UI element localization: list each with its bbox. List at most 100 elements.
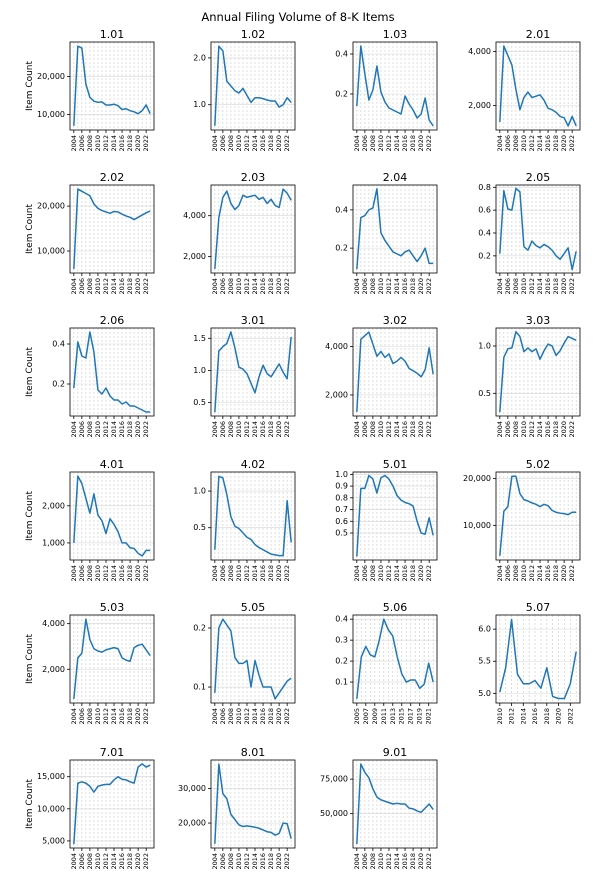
axes-frame — [352, 471, 438, 561]
x-tick-label: 2014 — [536, 135, 544, 152]
x-tick-label: 2018 — [409, 135, 417, 152]
axes-frame — [352, 759, 438, 849]
x-tick-label: 2022 — [283, 565, 291, 582]
x-tick-label: 2004 — [353, 278, 361, 295]
x-tick-label: 2012 — [385, 278, 393, 295]
x-tick-label: 2016 — [118, 421, 126, 438]
subplot-title: 2.01 — [526, 28, 551, 41]
subplot: 2.05 0.2 0.4 0.6 0.8 2004 2006 2008 2010 2012 2014… — [478, 171, 581, 295]
x-tick-label: 2022 — [142, 708, 150, 725]
y-axis-label: Item Count — [25, 203, 35, 254]
subplot-title: 5.02 — [526, 458, 551, 471]
y-tick-label: 1.0 — [193, 366, 206, 375]
data-line — [356, 188, 434, 270]
x-tick-label: 2014 — [110, 278, 118, 295]
x-tick-label: 2022 — [425, 853, 433, 870]
x-tick-label: 2004 — [70, 565, 78, 582]
x-tick-label: 2004 — [70, 708, 78, 725]
y-tick-label: 0.2 — [193, 623, 206, 632]
y-tick-label: 0.4 — [335, 615, 348, 624]
x-tick-label: 2022 — [142, 853, 150, 870]
x-tick-label: 2010 — [377, 565, 385, 582]
x-tick-label: 2010 — [520, 135, 528, 152]
subplot-title: 5.06 — [383, 601, 408, 614]
y-tick-label: 0.4 — [335, 50, 348, 59]
x-tick-label: 2022 — [283, 135, 291, 152]
x-tick-label: 2018 — [267, 421, 275, 438]
x-tick-label: 2018 — [409, 853, 417, 870]
x-tick-label: 2020 — [560, 421, 568, 438]
x-tick-label: 2008 — [86, 135, 94, 152]
x-tick-label: 2014 — [110, 853, 118, 870]
x-tick-label: 2014 — [110, 565, 118, 582]
x-tick-label: 2012 — [243, 708, 251, 725]
subplot-title: 1.03 — [383, 28, 408, 41]
x-tick-label: 2022 — [283, 421, 291, 438]
x-tick-label: 2008 — [512, 278, 520, 295]
x-tick-label: 2012 — [102, 708, 110, 725]
x-tick-label: 2018 — [552, 565, 560, 582]
y-tick-label: 1,000 — [42, 538, 65, 547]
x-tick-label: 2020 — [560, 278, 568, 295]
data-line — [73, 475, 151, 557]
x-tick-label: 2016 — [259, 135, 267, 152]
data-line — [214, 475, 292, 557]
y-tick-label: 0.1 — [335, 678, 348, 687]
x-tick-label: 2006 — [219, 853, 227, 870]
x-tick-label: 2008 — [369, 135, 377, 152]
x-tick-label: 2010 — [377, 135, 385, 152]
x-tick-label: 2022 — [142, 565, 150, 582]
x-tick-label: 2012 — [385, 421, 393, 438]
x-tick-label: 2020 — [417, 565, 425, 582]
data-line — [73, 188, 151, 269]
x-tick-label: 2020 — [560, 565, 568, 582]
x-tick-label: 2008 — [227, 853, 235, 870]
x-tick-label: 2004 — [211, 853, 219, 870]
axes-frame — [69, 184, 155, 274]
x-tick-label: 2016 — [544, 565, 552, 582]
y-tick-label: 0.8 — [478, 183, 491, 192]
x-tick-label: 2014 — [519, 708, 527, 725]
x-tick-label: 2022 — [568, 278, 576, 295]
subplot: 5.03 Item Count 2,000 4,000 2004 2006 2008 2010… — [25, 601, 155, 725]
y-tick-label: 6.0 — [478, 625, 491, 634]
x-tick-label: 2020 — [555, 708, 563, 725]
x-tick-label: 2020 — [134, 853, 142, 870]
data-line — [499, 618, 577, 700]
x-tick-label: 2014 — [393, 853, 401, 870]
subplot-title: 2.06 — [100, 314, 125, 327]
x-tick-label: 2012 — [528, 135, 536, 152]
x-tick-label: 2004 — [496, 421, 504, 438]
y-tick-label: 0.8 — [335, 493, 348, 502]
x-tick-label: 2008 — [369, 853, 377, 870]
x-tick-label: 2008 — [86, 853, 94, 870]
x-tick-label: 2020 — [134, 278, 142, 295]
subplot: 8.01 20,000 30,000 2004 2006 2008 2010 2012 2014… — [178, 746, 296, 870]
data-line — [214, 45, 292, 126]
x-tick-label: 2018 — [126, 278, 134, 295]
data-line — [356, 763, 434, 845]
subplot-title: 2.03 — [241, 171, 266, 184]
y-tick-label: 30,000 — [178, 784, 206, 793]
x-tick-label: 2022 — [425, 278, 433, 295]
x-tick-label: 2018 — [267, 565, 275, 582]
y-tick-label: 20,000 — [178, 819, 206, 828]
x-tick-label: 2012 — [102, 565, 110, 582]
x-tick-label: 2014 — [110, 708, 118, 725]
subplot-title: 9.01 — [383, 746, 408, 759]
x-tick-label: 2004 — [70, 853, 78, 870]
x-tick-label: 2022 — [566, 708, 574, 725]
y-tick-label: 1.0 — [335, 470, 348, 479]
data-line — [356, 618, 434, 699]
y-tick-label: 1.0 — [193, 100, 206, 109]
x-tick-label: 2016 — [259, 708, 267, 725]
x-tick-label: 2022 — [283, 853, 291, 870]
x-tick-label: 2014 — [110, 421, 118, 438]
x-tick-label: 2016 — [401, 565, 409, 582]
y-tick-label: 20,000 — [37, 72, 65, 81]
x-tick-label: 2022 — [568, 135, 576, 152]
y-tick-label: 0.4 — [335, 205, 348, 214]
